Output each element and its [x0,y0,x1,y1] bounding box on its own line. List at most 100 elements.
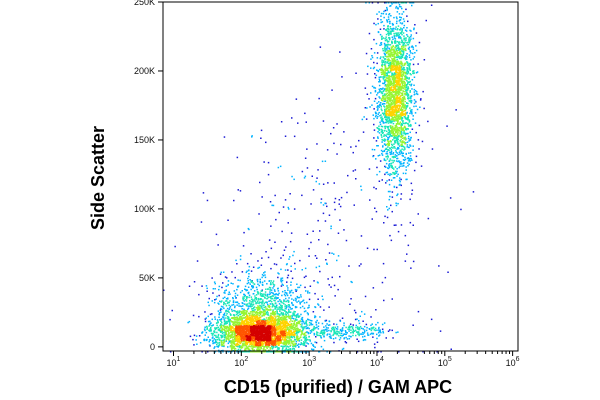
event-dot [386,87,389,89]
event-dot [283,299,285,301]
event-dot [386,73,388,76]
event-dot [338,331,340,333]
event-dot [388,71,390,74]
event-dot [368,2,371,4]
event-dot [264,274,266,276]
event-dot [384,44,386,47]
event-dot [395,67,398,69]
event-dot [220,305,223,308]
event-dot [224,290,226,292]
event-dot [278,333,281,336]
event-dot [384,9,387,12]
event-dot [386,139,389,141]
event-dot [405,37,407,39]
event-dot [388,75,390,77]
event-dot [404,62,407,65]
event-dot [398,184,401,186]
event-dot [231,345,234,347]
event-dot [326,263,328,265]
event-dot [221,344,223,347]
event-dot [321,322,324,325]
event-dot [283,293,286,296]
event-dot [374,327,377,330]
event-dot [231,326,233,329]
event-dot [389,86,391,89]
event-dot [233,347,235,350]
event-dot [401,87,403,90]
event-dot [302,328,304,331]
event-dot [266,319,268,321]
event-dot [345,336,347,339]
event-dot [251,136,253,138]
event-dot [347,174,349,177]
event-dot [239,323,241,326]
event-dot [287,346,290,348]
event-dot [395,172,398,174]
event-dot [401,81,403,84]
event-dot [227,351,230,353]
event-dot [403,132,405,134]
event-dot [223,312,226,315]
event-dot [398,135,400,137]
event-dot [398,90,400,92]
event-dot [268,349,270,352]
event-dot [401,154,404,157]
event-dot [381,141,383,143]
event-dot [380,15,382,17]
event-dot [225,327,228,329]
event-dot [229,335,231,337]
event-dot [242,297,245,300]
event-dot [236,324,239,327]
event-dot [392,60,394,63]
event-dot [270,312,272,315]
event-dot [383,158,386,160]
event-dot [223,307,225,310]
event-dot [375,114,377,117]
event-dot [290,284,292,286]
event-dot [385,134,387,136]
event-dot [385,36,387,38]
event-dot [236,316,238,318]
event-dot [281,307,283,309]
event-dot [311,323,314,326]
event-dot [389,112,391,115]
event-dot [401,93,404,96]
event-dot [218,294,220,297]
event-dot [285,246,287,248]
event-dot [295,325,298,327]
event-dot [396,74,398,76]
event-dot [261,303,263,305]
event-dot [378,91,380,93]
event-dot [394,134,397,137]
event-dot [389,56,392,58]
event-dot [292,326,294,328]
event-dot [395,61,397,64]
event-dot [251,135,253,137]
event-dot [402,52,405,54]
event-dot [249,345,251,348]
event-dot [333,330,335,333]
event-dot [232,331,235,333]
event-dot [302,344,305,346]
event-dot [227,342,230,345]
event-dot [329,351,332,353]
event-dot [390,166,393,168]
event-dot [212,340,214,343]
event-dot [383,139,386,142]
event-dot [390,108,392,111]
event-dot [404,91,406,93]
event-dot [408,159,411,161]
event-dot [391,109,393,112]
event-dot [303,310,306,313]
event-dot [231,317,233,319]
event-dot [400,72,402,74]
event-dot [381,125,384,128]
event-dot [399,153,401,155]
event-dot [272,283,275,286]
event-dot [308,304,310,307]
event-dot [275,218,277,221]
event-dot [408,56,411,59]
event-dot [256,346,259,349]
event-dot [262,351,265,353]
event-dot [288,297,290,299]
